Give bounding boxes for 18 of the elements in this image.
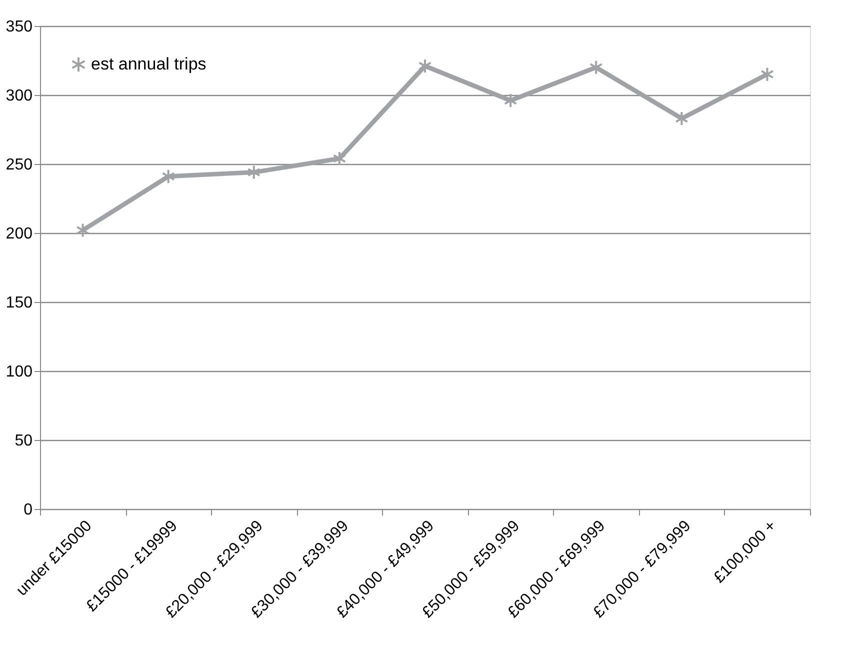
y-tick-label: 50 (14, 432, 33, 450)
point (76, 222, 90, 238)
point (760, 66, 774, 82)
point (418, 58, 432, 74)
point (162, 168, 176, 184)
y-tick-label: 250 (6, 156, 33, 174)
y-tick-label: 300 (6, 88, 33, 104)
y-tick-label: 100 (6, 364, 33, 380)
y-tick-label: 0 (24, 502, 33, 518)
y-tick-label: 150 (6, 294, 33, 312)
point (674, 110, 688, 126)
legend-label: est annual trips (91, 54, 206, 74)
point (247, 164, 261, 180)
point (332, 150, 346, 166)
y-tick-label: 350 (6, 18, 33, 36)
point (589, 60, 603, 75)
y-tick-label: 200 (6, 226, 33, 242)
point (504, 93, 518, 108)
